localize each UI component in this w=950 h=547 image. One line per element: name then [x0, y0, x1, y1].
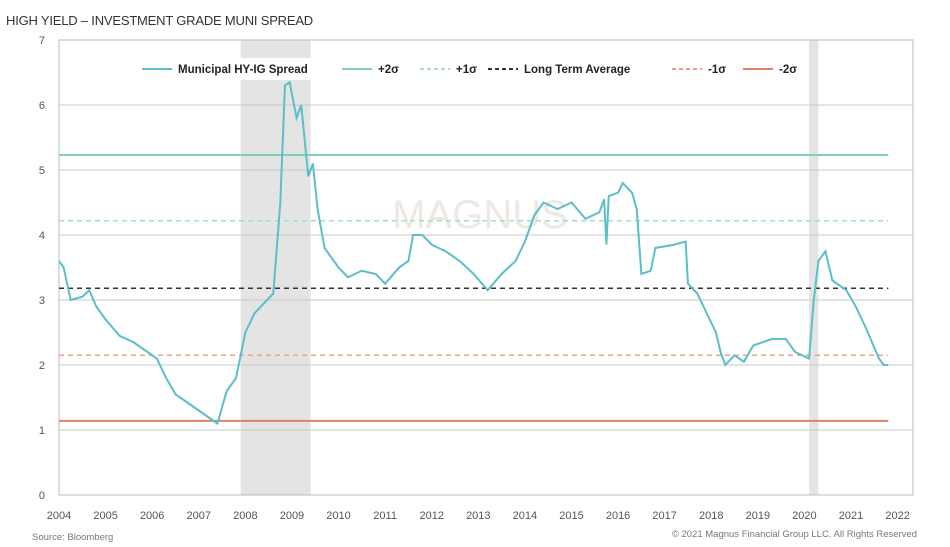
source-note: Source: Bloomberg: [32, 532, 114, 543]
plot-border: [58, 39, 914, 496]
x-tick-label: 2022: [885, 510, 909, 522]
y-tick-label: 4: [39, 230, 45, 242]
x-tick-label: 2021: [839, 510, 863, 522]
x-tick-label: 2016: [606, 510, 630, 522]
y-tick-label: 3: [39, 295, 45, 307]
x-tick-label: 2010: [326, 510, 350, 522]
x-tick-label: 2008: [233, 510, 257, 522]
legend-label: Municipal HY-IG Spread: [178, 64, 308, 76]
y-tick-label: 0: [39, 490, 45, 502]
watermark-logo: MAGNUS: [392, 193, 568, 237]
x-tick-label: 2005: [93, 510, 117, 522]
x-tick-label: 2012: [419, 510, 443, 522]
legend-label: -1σ: [708, 64, 726, 76]
legend-bg: [135, 58, 805, 80]
x-tick-label: 2015: [559, 510, 583, 522]
series-line: [58, 80, 889, 426]
copyright-note: © 2021 Magnus Financial Group LLC. All R…: [671, 529, 917, 540]
x-tick-label: 2019: [746, 510, 770, 522]
x-tick-label: 2007: [187, 510, 211, 522]
legend-label: +1σ: [456, 64, 477, 76]
x-tick-label: 2004: [47, 510, 71, 522]
recession-shading: [809, 40, 819, 495]
x-tick-label: 2017: [652, 510, 676, 522]
y-tick-label: 1: [39, 425, 45, 437]
x-tick-label: 2006: [140, 510, 164, 522]
legend-label: -2σ: [779, 64, 797, 76]
chart-title: HIGH YIELD – INVESTMENT GRADE MUNI SPREA…: [6, 13, 313, 28]
y-tick-label: 2: [39, 360, 45, 372]
x-tick-label: 2009: [280, 510, 304, 522]
y-tick-label: 7: [39, 35, 45, 47]
x-tick-label: 2013: [466, 510, 490, 522]
x-tick-label: 2014: [513, 510, 537, 522]
y-tick-label: 5: [39, 165, 45, 177]
x-tick-label: 2020: [792, 510, 816, 522]
x-tick-label: 2011: [373, 510, 397, 522]
legend-label: +2σ: [378, 64, 399, 76]
legend-label: Long Term Average: [524, 64, 630, 76]
x-tick-label: 2018: [699, 510, 723, 522]
y-tick-label: 6: [39, 100, 45, 112]
